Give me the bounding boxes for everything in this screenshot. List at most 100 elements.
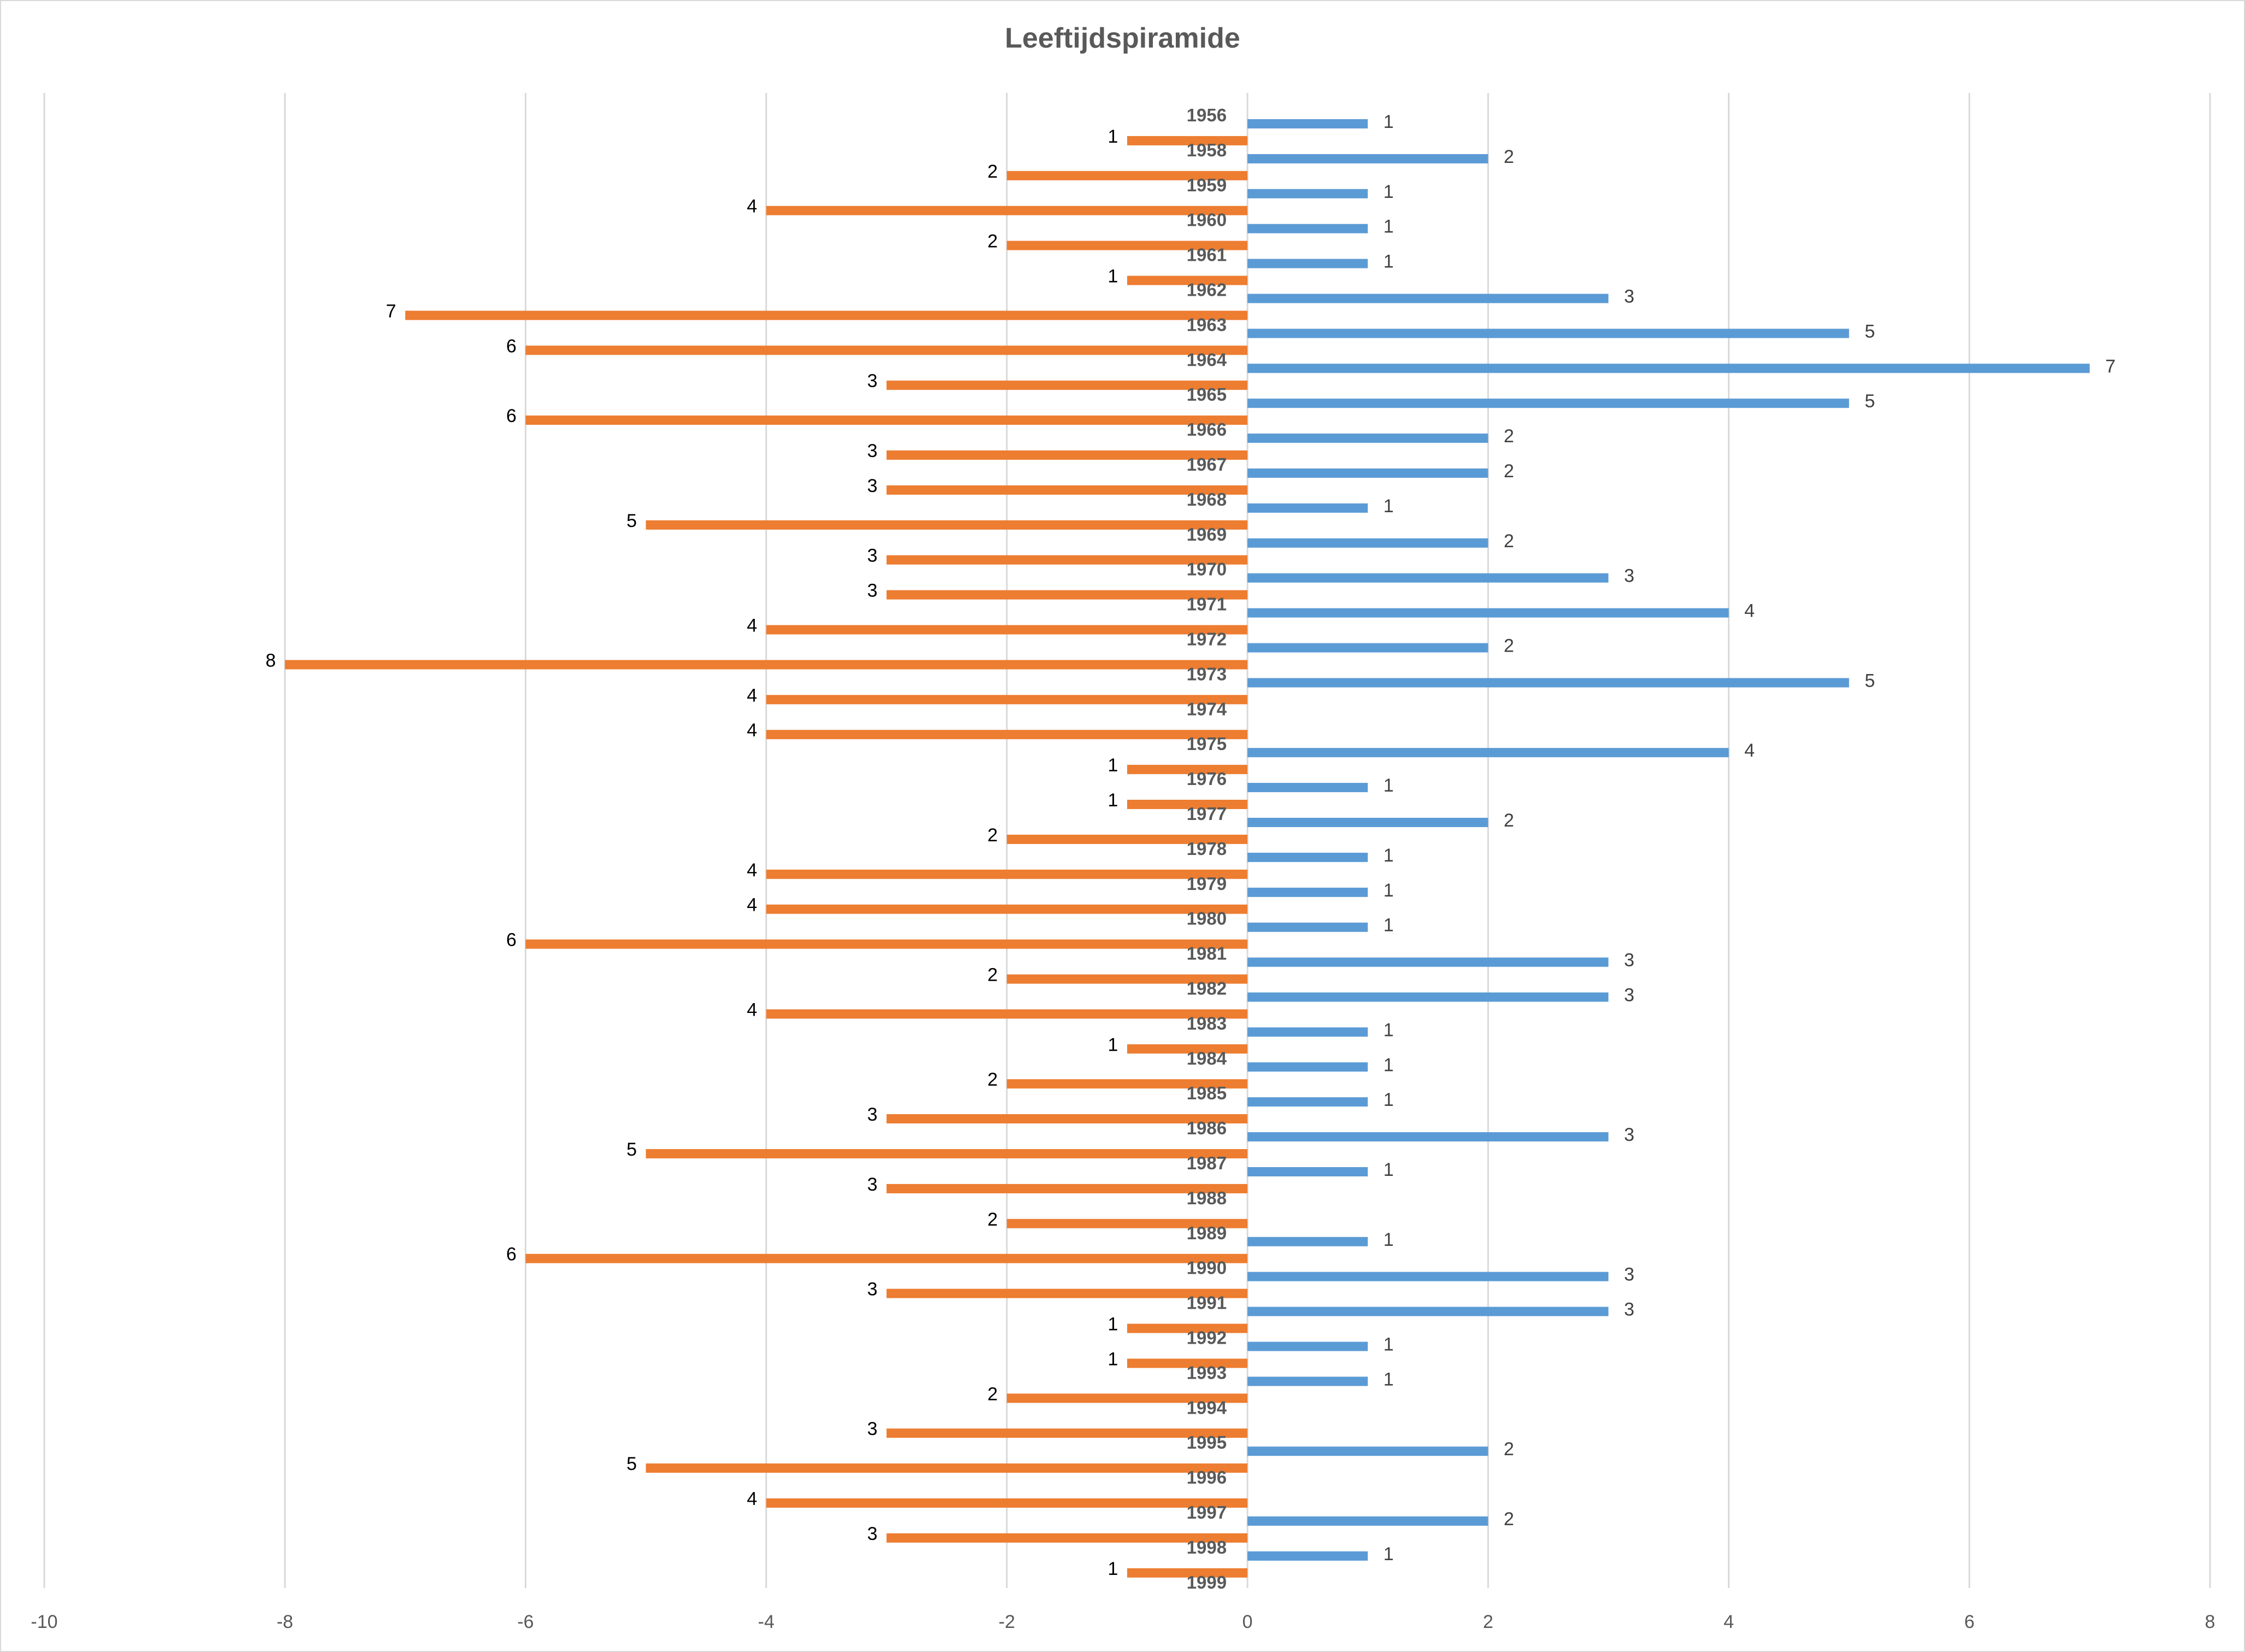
data-label-negative: 2	[987, 161, 998, 182]
bar-negative	[1127, 276, 1248, 285]
data-label-positive: 1	[1384, 880, 1394, 901]
bar-positive	[1247, 1027, 1368, 1037]
bar-positive	[1247, 1341, 1368, 1351]
category-label: 1980	[1187, 909, 1227, 929]
category-label: 1973	[1187, 664, 1227, 684]
category-label: 1966	[1187, 419, 1227, 440]
bar-negative	[1006, 171, 1248, 180]
bar-negative	[1127, 800, 1248, 809]
category-label: 1968	[1187, 489, 1227, 509]
bar-positive	[1247, 992, 1609, 1002]
x-tick-label: -10	[31, 1612, 57, 1632]
bar-positive	[1247, 887, 1368, 897]
data-label-positive: 3	[1624, 1264, 1634, 1285]
bar-positive	[1247, 189, 1368, 198]
data-label-negative: 3	[867, 1174, 877, 1195]
bar-negative	[1127, 1323, 1248, 1333]
data-label-positive: 1	[1384, 1229, 1394, 1250]
category-label: 1985	[1187, 1083, 1227, 1103]
bar-positive	[1247, 1272, 1609, 1281]
data-label-negative: 4	[747, 616, 757, 636]
data-label-negative: 4	[747, 1489, 757, 1509]
category-label: 1964	[1187, 349, 1227, 370]
category-label: 1972	[1187, 629, 1227, 649]
data-label-negative: 4	[747, 999, 757, 1020]
bar-negative	[766, 869, 1248, 879]
x-tick-label: -8	[277, 1612, 293, 1632]
bar-negative	[405, 311, 1248, 320]
data-label-negative: 4	[747, 720, 757, 741]
bar-negative	[886, 380, 1248, 390]
data-label-positive: 4	[1744, 740, 1755, 761]
bar-positive	[1247, 818, 1488, 827]
data-label-positive: 2	[1504, 426, 1514, 447]
data-label-positive: 1	[1384, 845, 1394, 866]
data-label-positive: 5	[1865, 670, 1875, 691]
category-label: 1983	[1187, 1013, 1227, 1033]
data-label-negative: 5	[626, 1139, 637, 1160]
bar-negative	[285, 660, 1248, 670]
category-label: 1991	[1187, 1293, 1227, 1313]
data-label-positive: 1	[1384, 1334, 1394, 1355]
bar-positive	[1247, 224, 1368, 233]
data-label-negative: 1	[1108, 1314, 1118, 1335]
category-label: 1977	[1187, 804, 1227, 824]
bar-positive	[1247, 294, 1609, 303]
data-label-negative: 3	[867, 1104, 877, 1125]
data-label-negative: 4	[747, 895, 757, 916]
bar-positive	[1247, 1237, 1368, 1246]
data-label-positive: 1	[1384, 112, 1394, 132]
data-label-negative: 5	[626, 511, 637, 531]
data-label-positive: 1	[1384, 1369, 1394, 1390]
chart-title: Leeftijdspiramide	[1005, 22, 1240, 54]
data-label-negative: 1	[1108, 1559, 1118, 1579]
data-label-negative: 2	[987, 1209, 998, 1230]
bar-positive	[1247, 329, 1849, 338]
data-label-positive: 5	[1865, 321, 1875, 342]
data-label-negative: 2	[987, 1384, 998, 1404]
category-label: 1971	[1187, 594, 1227, 614]
data-label-positive: 4	[1744, 601, 1755, 622]
category-label: 1978	[1187, 839, 1227, 859]
bar-negative	[886, 450, 1248, 460]
data-label-positive: 3	[1624, 985, 1634, 1006]
bar-negative	[886, 590, 1248, 600]
category-label: 1958	[1187, 140, 1227, 160]
data-label-negative: 4	[747, 685, 757, 706]
bar-negative	[525, 345, 1248, 355]
bar-positive	[1247, 1307, 1609, 1316]
data-label-positive: 5	[1865, 391, 1875, 412]
bar-positive	[1247, 154, 1488, 163]
data-label-negative: 6	[506, 336, 517, 356]
data-label-positive: 2	[1504, 147, 1514, 167]
category-label: 1995	[1187, 1432, 1227, 1452]
data-label-positive: 1	[1384, 1020, 1394, 1040]
data-label-positive: 2	[1504, 1439, 1514, 1460]
category-label: 1959	[1187, 175, 1227, 195]
bar-negative	[1127, 1358, 1248, 1368]
bar-negative	[886, 1428, 1248, 1438]
bar-positive	[1247, 538, 1488, 548]
data-label-positive: 3	[1624, 1124, 1634, 1145]
bar-negative	[766, 206, 1248, 215]
bar-negative	[886, 555, 1248, 565]
category-label: 1992	[1187, 1328, 1227, 1348]
data-label-positive: 2	[1504, 636, 1514, 657]
bar-negative	[766, 1498, 1248, 1508]
category-label: 1997	[1187, 1502, 1227, 1522]
category-label: 1960	[1187, 210, 1227, 230]
bar-negative	[886, 1288, 1248, 1298]
x-tick-label: 6	[1964, 1612, 1974, 1632]
x-tick-label: -6	[517, 1612, 534, 1632]
category-label: 1963	[1187, 314, 1227, 335]
data-label-negative: 1	[1108, 755, 1118, 776]
data-label-negative: 6	[506, 930, 517, 951]
data-label-positive: 2	[1504, 1509, 1514, 1530]
bar-negative	[1127, 1568, 1248, 1578]
bar-positive	[1247, 259, 1368, 268]
bar-negative	[1127, 1044, 1248, 1054]
data-label-positive: 3	[1624, 950, 1634, 971]
bar-negative	[646, 1463, 1248, 1473]
bar-positive	[1247, 608, 1729, 618]
